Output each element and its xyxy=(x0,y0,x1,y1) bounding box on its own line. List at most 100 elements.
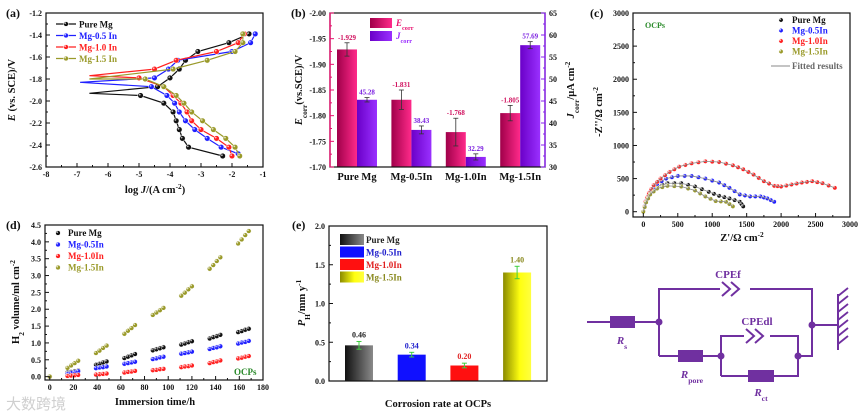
label-cpedl: CPEdl xyxy=(741,316,772,328)
panel-c-xlabel: Z'/Ω cm-2 xyxy=(720,230,764,245)
panel-c-ytick-label: 1500 xyxy=(613,108,629,117)
data-point-highlight xyxy=(243,328,246,330)
data-point xyxy=(188,117,195,124)
label-rs-part: R xyxy=(616,335,624,347)
data-point xyxy=(160,354,167,360)
data-point-highlight xyxy=(233,145,236,148)
data-point-highlight xyxy=(161,345,164,348)
panel-d-ylabel-part: 2 xyxy=(17,332,26,336)
data-point-highlight xyxy=(151,313,153,316)
panel-a-xtick-label: -5 xyxy=(136,170,143,179)
panel-c-ylabel-part: -2 xyxy=(591,87,600,93)
data-point-highlight xyxy=(677,164,680,167)
panel-c-xtick-label: 0 xyxy=(641,220,645,229)
wire xyxy=(658,288,813,357)
data-point-highlight xyxy=(236,41,239,43)
panel-c-ytick-label: 2000 xyxy=(613,75,629,84)
panel-d-ytick-label: 1.0 xyxy=(31,339,41,348)
bar xyxy=(450,365,479,381)
panel-e-ylabel: PH/mm y-1 xyxy=(294,279,312,326)
cpe-f-symbol xyxy=(730,281,741,297)
data-point-highlight xyxy=(665,184,668,186)
legend-marker-highlight xyxy=(56,265,59,268)
data-point-highlight xyxy=(172,101,175,104)
category-label: Pure Mg xyxy=(337,172,377,183)
data-point-highlight xyxy=(133,369,136,372)
data-point xyxy=(148,83,155,90)
data-point-highlight xyxy=(154,347,157,350)
panel-c-ytick-label: 0 xyxy=(625,208,629,217)
data-point xyxy=(160,100,167,107)
legend-marker-highlight xyxy=(779,18,782,21)
legend-marker xyxy=(63,21,69,27)
ground-icon-hatch xyxy=(837,319,849,329)
data-point-highlight xyxy=(162,101,164,104)
data-point-highlight xyxy=(218,255,221,258)
data-point-highlight xyxy=(151,368,153,371)
data-point-highlight xyxy=(104,364,107,367)
data-point xyxy=(247,39,254,46)
panel-b-ylabel-right-part: /μA cm xyxy=(566,68,577,101)
panel-e-label: (e) xyxy=(292,218,305,232)
panel-b-right-ytick-label: 35 xyxy=(549,141,557,150)
data-label: -1.831 xyxy=(392,81,411,89)
panel-a-xlabel-part: log xyxy=(125,185,141,196)
panel-d-xtick-label: 140 xyxy=(210,383,222,392)
data-point xyxy=(166,74,174,81)
data-point-highlight xyxy=(161,367,164,369)
legend-marker xyxy=(55,253,61,259)
label-rs-part: s xyxy=(624,342,627,351)
data-point-highlight xyxy=(162,85,164,87)
bar-jcorr xyxy=(411,129,432,167)
panel-a-xtick-label: -2 xyxy=(229,170,236,179)
data-point-highlight xyxy=(158,346,161,349)
label-rs: Rs xyxy=(616,335,627,351)
data-point-highlight xyxy=(784,183,787,186)
panel-b-right-ytick-label: 50 xyxy=(549,75,557,84)
data-point-highlight xyxy=(655,180,658,182)
data-point-highlight xyxy=(236,330,239,333)
legend-swatch xyxy=(340,246,364,258)
data-point-highlight xyxy=(152,67,155,70)
legend-marker-highlight xyxy=(64,22,67,25)
data-point-highlight xyxy=(122,332,125,334)
data-point-highlight xyxy=(174,58,177,61)
panel-d-ytick-label: 2.0 xyxy=(31,305,41,314)
data-point-highlight xyxy=(243,355,246,357)
panel-a-xtick-label: -3 xyxy=(198,170,205,179)
panel-a-xtick-label: -7 xyxy=(74,170,81,179)
data-point xyxy=(182,117,189,124)
data-point-highlight xyxy=(183,119,186,121)
data-point-highlight xyxy=(69,373,72,376)
data-point-highlight xyxy=(143,77,146,80)
data-point-highlight xyxy=(190,110,192,113)
panel-b-right-ytick-label: 45 xyxy=(549,97,557,106)
panel-d-xtick-label: 60 xyxy=(117,383,125,392)
legend-marker xyxy=(55,230,61,236)
panel-e-ylabel-part: P xyxy=(297,319,308,326)
data-point-highlight xyxy=(800,180,802,183)
panel-d-ylabel-part: volume/ml cm xyxy=(11,266,22,332)
data-point xyxy=(242,232,248,238)
data-point-highlight xyxy=(69,371,72,374)
data-point-highlight xyxy=(239,356,242,358)
panel-a-ytick-label: -2.0 xyxy=(29,97,42,106)
data-point-highlight xyxy=(239,237,242,240)
panel-c-ytick-label: 3000 xyxy=(613,9,629,18)
panel-d-ytick-label: 3.5 xyxy=(31,255,41,264)
data-point-highlight xyxy=(247,327,249,329)
data-point-highlight xyxy=(171,110,174,113)
panel-a-xlabel: log J/(A cm-2) xyxy=(125,182,186,197)
data-point xyxy=(225,39,232,46)
data-point-highlight xyxy=(190,119,192,121)
legend-marker-highlight xyxy=(56,231,59,234)
panel-d-frame xyxy=(44,224,264,381)
data-point-highlight xyxy=(649,187,652,190)
panel-b-ylabel-left: Ecorr(vs.SCE)/V xyxy=(294,54,309,126)
data-label: 0.34 xyxy=(405,341,419,350)
data-point-highlight xyxy=(101,365,104,368)
cpe-f-symbol xyxy=(721,281,732,297)
data-point xyxy=(103,342,110,349)
ground-icon-hatch xyxy=(837,287,849,297)
legend-label: Pure Mg xyxy=(68,228,102,238)
